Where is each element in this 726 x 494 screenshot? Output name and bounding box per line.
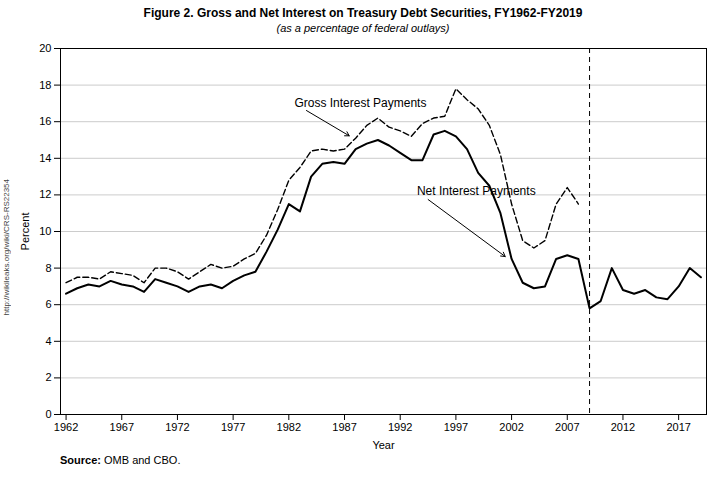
svg-text:Year: Year bbox=[372, 439, 395, 451]
svg-text:10: 10 bbox=[39, 225, 51, 237]
svg-text:1987: 1987 bbox=[332, 421, 356, 433]
svg-text:6: 6 bbox=[45, 298, 51, 310]
svg-text:2007: 2007 bbox=[555, 421, 579, 433]
svg-text:2: 2 bbox=[45, 371, 51, 383]
html-text:Source: OMB and CBO.: Source: OMB and CBO. bbox=[60, 454, 181, 466]
svg-text:16: 16 bbox=[39, 115, 51, 127]
svg-text:1982: 1982 bbox=[277, 421, 301, 433]
svg-text:20: 20 bbox=[39, 42, 51, 54]
svg-text:Net Interest Payments: Net Interest Payments bbox=[417, 184, 536, 198]
svg-text:14: 14 bbox=[39, 152, 51, 164]
svg-text:Percent: Percent bbox=[19, 213, 31, 251]
svg-text:1977: 1977 bbox=[221, 421, 245, 433]
svg-text:Gross Interest Payments: Gross Interest Payments bbox=[294, 96, 426, 110]
svg-text:2002: 2002 bbox=[499, 421, 523, 433]
svg-text:4: 4 bbox=[45, 335, 51, 347]
svg-text:1992: 1992 bbox=[388, 421, 412, 433]
svg-text:12: 12 bbox=[39, 188, 51, 200]
svg-text:8: 8 bbox=[45, 262, 51, 274]
svg-text:2017: 2017 bbox=[666, 421, 690, 433]
html-text:Figure 2. Gross and Net Intere: Figure 2. Gross and Net Interest on Trea… bbox=[143, 6, 583, 20]
svg-text:1962: 1962 bbox=[54, 421, 78, 433]
html-text:http://wikileaks.org/wiki/CRS-: http://wikileaks.org/wiki/CRS-RS22354 bbox=[2, 178, 11, 316]
svg-text:1972: 1972 bbox=[165, 421, 189, 433]
svg-text:2012: 2012 bbox=[611, 421, 635, 433]
svg-text:0: 0 bbox=[45, 408, 51, 420]
html-text:(as a percentage of federal ou: (as a percentage of federal outlays) bbox=[276, 22, 450, 34]
svg-text:18: 18 bbox=[39, 79, 51, 91]
svg-text:1967: 1967 bbox=[110, 421, 134, 433]
svg-text:1997: 1997 bbox=[444, 421, 468, 433]
